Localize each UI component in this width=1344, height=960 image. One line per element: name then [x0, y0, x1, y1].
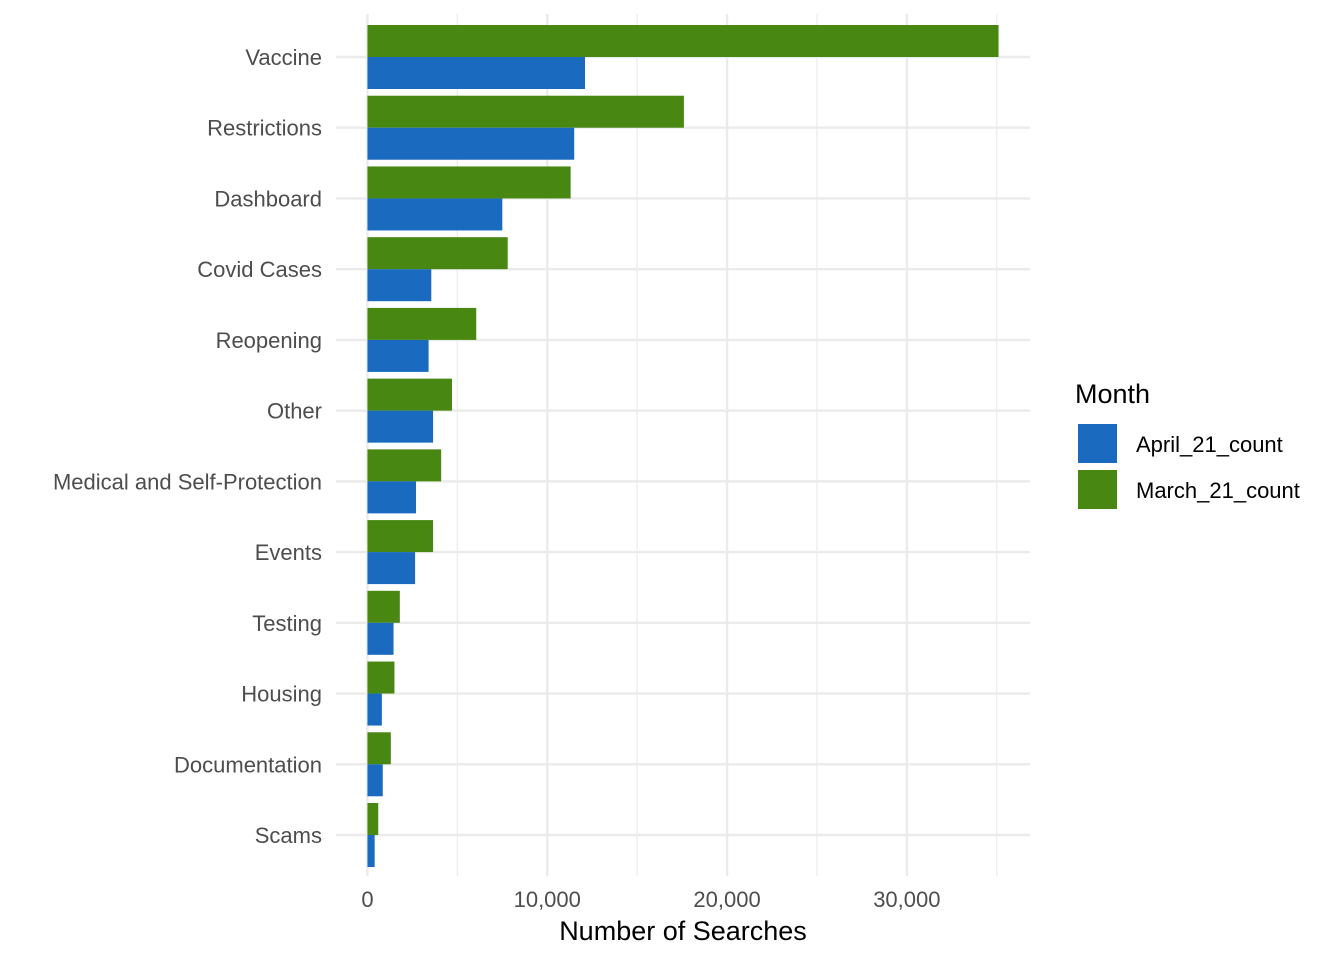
y-tick-label: Testing — [252, 611, 322, 636]
bar-march-21 — [367, 166, 571, 199]
bar-april-21 — [367, 410, 434, 443]
bar-april-21 — [367, 693, 382, 726]
legend-label: April_21_count — [1136, 432, 1283, 457]
bar-march-21 — [367, 661, 395, 694]
y-axis-tick-labels: Vaccine Restrictions Dashboard Covid Cases R… — [53, 45, 322, 848]
y-tick-label: Housing — [241, 682, 322, 707]
bar-april-21 — [367, 127, 575, 160]
y-tick-label: Covid Cases — [197, 257, 322, 282]
y-tick-label: Dashboard — [214, 186, 322, 211]
bar-march-21 — [367, 237, 508, 270]
bar-april-21 — [367, 552, 416, 585]
y-tick-label: Vaccine — [245, 45, 322, 70]
bar-april-21 — [367, 198, 503, 231]
bar-april-21 — [367, 764, 383, 797]
bar-april-21 — [367, 269, 432, 302]
bar-march-21 — [367, 25, 999, 57]
bar-april-21 — [367, 481, 417, 514]
y-tick-label: Medical and Self-Protection — [53, 469, 322, 494]
y-tick-label: Documentation — [174, 752, 322, 777]
bar-march-21 — [367, 95, 684, 128]
x-tick-label: 30,000 — [873, 887, 940, 912]
x-axis-tick-labels: 0 10,000 20,000 30,000 — [361, 887, 940, 912]
legend-swatch — [1078, 470, 1117, 509]
bar-april-21 — [367, 835, 375, 867]
legend-title: Month — [1075, 379, 1150, 409]
bar-march-21 — [367, 449, 442, 482]
x-tick-label: 20,000 — [693, 887, 760, 912]
y-tick-label: Scams — [255, 823, 322, 848]
y-tick-label: Reopening — [216, 328, 322, 353]
y-tick-label: Restrictions — [207, 116, 322, 141]
bar-march-21 — [367, 378, 452, 411]
bar-april-21 — [367, 622, 394, 655]
legend-swatch — [1078, 424, 1117, 463]
legend-items: April_21_count March_21_count — [1078, 424, 1300, 509]
y-tick-label: Other — [267, 399, 322, 424]
legend: Month April_21_count March_21_count — [1075, 379, 1300, 509]
x-tick-label: 0 — [361, 887, 373, 912]
bar-march-21 — [367, 307, 477, 340]
minor-gridlines — [456, 14, 998, 876]
x-axis-title: Number of Searches — [559, 916, 807, 946]
y-tick-label: Events — [255, 540, 322, 565]
bar-march-21 — [367, 803, 379, 835]
x-tick-label: 10,000 — [514, 887, 581, 912]
bar-april-21 — [367, 339, 429, 372]
bar-march-21 — [367, 732, 391, 765]
bars — [367, 25, 999, 867]
legend-label: March_21_count — [1136, 478, 1300, 503]
bar-march-21 — [367, 520, 434, 553]
bar-march-21 — [367, 590, 400, 623]
bar-april-21 — [367, 57, 586, 89]
